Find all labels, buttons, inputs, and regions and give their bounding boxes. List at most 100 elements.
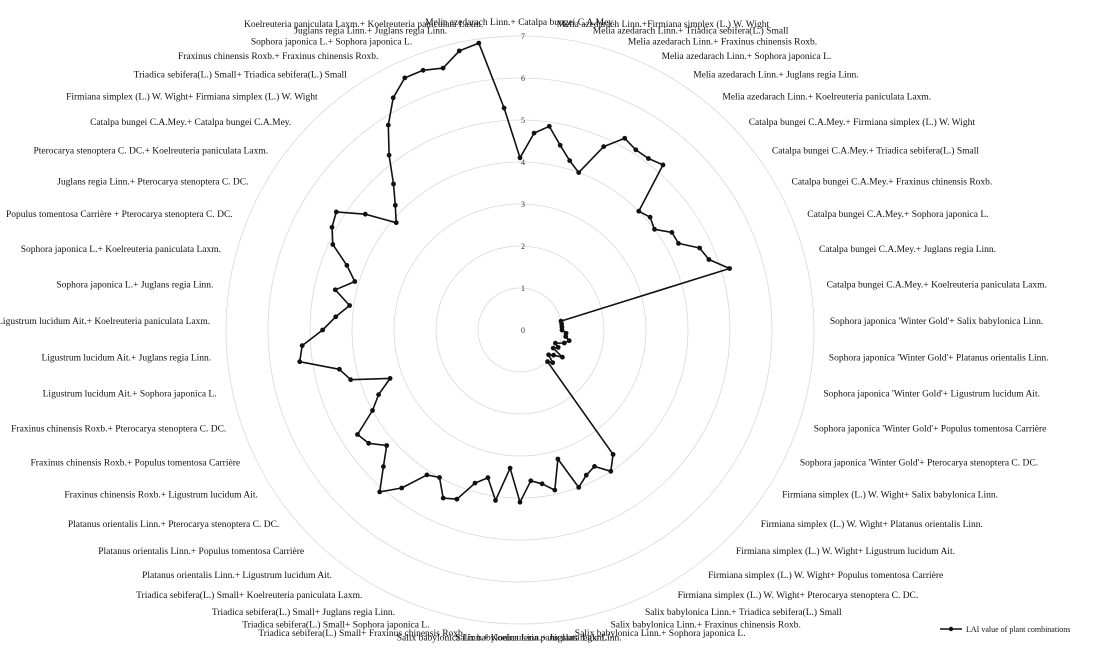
grid-ring-6 bbox=[267, 77, 773, 583]
data-point bbox=[592, 464, 597, 469]
category-label: Sophora japonica 'Winter Gold'+ Populus … bbox=[814, 425, 1047, 435]
data-point bbox=[560, 354, 565, 360]
data-point bbox=[546, 123, 552, 129]
category-label: Catalpa bungei C.A.Mey.+ Triadica sebife… bbox=[772, 145, 979, 156]
data-point bbox=[297, 359, 303, 365]
category-label: Melia azedarach Linn.+ Triadica sebifera… bbox=[593, 26, 789, 37]
data-point bbox=[337, 366, 342, 372]
data-point bbox=[660, 162, 666, 168]
data-point bbox=[355, 432, 360, 437]
category-label: Salix babylonica Linn.+ Juglans regia Li… bbox=[455, 634, 622, 644]
data-point bbox=[559, 327, 565, 333]
data-point bbox=[440, 495, 446, 501]
data-point bbox=[399, 485, 405, 491]
data-point bbox=[727, 266, 732, 271]
data-point bbox=[370, 408, 375, 413]
data-point bbox=[366, 440, 372, 446]
grid-ring-7 bbox=[225, 35, 815, 625]
category-label: Firmiana simplex (L.) W. Wight+ Firmiana… bbox=[66, 92, 318, 103]
category-label: Populus tomentosa Carrière + Pterocarya … bbox=[6, 210, 233, 220]
data-point bbox=[440, 65, 446, 71]
category-label: Catalpa bungei C.A.Mey.+ Sophora japonic… bbox=[807, 210, 988, 220]
category-label: Melia azedarach Linn.+ Catalpa bungei C.… bbox=[425, 18, 615, 28]
category-label: Ligustrum lucidum Ait.+ Koelreuteria pan… bbox=[0, 317, 210, 327]
category-label: Salix babylonica Linn.+ Koelreuteria pan… bbox=[397, 634, 607, 644]
data-point bbox=[333, 209, 339, 215]
tick-label: 1 bbox=[521, 284, 525, 293]
grid-ring-4 bbox=[351, 161, 689, 499]
tick-label: 2 bbox=[521, 242, 525, 251]
data-point bbox=[390, 95, 396, 101]
data-point bbox=[320, 327, 325, 333]
data-point bbox=[501, 105, 507, 111]
data-point bbox=[392, 202, 398, 208]
data-point bbox=[344, 263, 350, 268]
data-point bbox=[601, 144, 607, 150]
data-point bbox=[652, 226, 657, 232]
data-point bbox=[385, 122, 391, 128]
data-point bbox=[706, 257, 712, 262]
data-point bbox=[576, 170, 582, 176]
category-label: Salix babylonica Linn.+ Triadica sebifer… bbox=[645, 607, 842, 618]
data-point bbox=[381, 464, 386, 469]
grid-ring-1 bbox=[477, 287, 563, 373]
data-point bbox=[553, 340, 558, 346]
data-point bbox=[476, 40, 482, 46]
category-label: Triadica sebifera(L.) Small+ Fraxinus ch… bbox=[258, 628, 465, 639]
data-point bbox=[567, 158, 573, 164]
data-point bbox=[555, 345, 561, 350]
data-point bbox=[576, 485, 582, 490]
category-label: Ligustrum lucidum Ait.+ Sophora japonica… bbox=[43, 389, 217, 399]
data-point bbox=[456, 48, 462, 54]
category-label: Platanus orientalis Linn.+ Pterocarya st… bbox=[68, 520, 279, 530]
category-label: Firmiana simplex (L.) W. Wight+ Platanus… bbox=[761, 519, 983, 530]
category-label: Juglans regia Linn.+ Pterocarya stenopte… bbox=[57, 177, 248, 187]
category-label: Melia azedarach Linn.+ Juglans regia Lin… bbox=[693, 71, 858, 81]
tick-label: 7 bbox=[521, 32, 525, 41]
tick-label: 3 bbox=[521, 200, 525, 209]
category-label: Catalpa bungei C.A.Mey.+ Firmiana simple… bbox=[749, 117, 976, 128]
data-point bbox=[531, 130, 537, 136]
category-label: Melia azedarach Linn.+ Koelreuteria pani… bbox=[722, 93, 931, 103]
data-point bbox=[550, 345, 556, 351]
data-point bbox=[555, 456, 561, 462]
category-label: Catalpa bungei C.A.Mey.+ Koelreuteria pa… bbox=[827, 281, 1047, 291]
grid-ring-3 bbox=[393, 203, 647, 457]
data-point bbox=[352, 279, 358, 284]
data-point bbox=[437, 475, 442, 480]
data-point bbox=[393, 220, 399, 226]
data-point bbox=[299, 343, 305, 348]
category-label: Sophora japonica 'Winter Gold'+ Salix ba… bbox=[830, 317, 1043, 327]
category-label: Triadica sebifera(L.) Small+ Sophora jap… bbox=[242, 620, 429, 631]
data-point bbox=[561, 340, 567, 346]
data-point bbox=[507, 465, 513, 471]
tick-label: 0 bbox=[521, 326, 525, 335]
category-label: Fraxinus chinensis Roxb.+ Ligustrum luci… bbox=[64, 490, 258, 500]
category-label: Firmiana simplex (L.) W. Wight+ Salix ba… bbox=[782, 489, 998, 500]
category-label: Sophora japonica 'Winter Gold'+ Pterocar… bbox=[800, 459, 1038, 469]
category-label: Fraxinus chinensis Roxb.+ Populus toment… bbox=[31, 459, 241, 469]
data-point bbox=[420, 67, 426, 73]
data-point bbox=[517, 499, 523, 505]
data-point bbox=[472, 480, 478, 486]
data-point bbox=[517, 155, 523, 161]
data-point bbox=[347, 303, 352, 308]
category-label: Triadica sebifera(L.) Small+ Koelreuteri… bbox=[136, 590, 362, 601]
category-label: Platanus orientalis Linn.+ Ligustrum luc… bbox=[142, 571, 332, 581]
category-label: Firmiana simplex (L.) W. Wight+ Populus … bbox=[708, 570, 943, 581]
category-label: Koelreuteria paniculata Laxm.+ Koelreute… bbox=[244, 20, 483, 30]
data-point bbox=[563, 334, 569, 339]
data-point bbox=[391, 181, 396, 187]
category-label: Salix babylonica Linn.+ Sophora japonica… bbox=[575, 629, 746, 639]
data-point bbox=[669, 230, 675, 235]
data-point bbox=[377, 489, 383, 495]
data-point bbox=[622, 135, 628, 141]
data-point bbox=[610, 452, 616, 457]
series-line bbox=[298, 42, 731, 504]
category-label: Platanus orientalis Linn.+ Populus tomen… bbox=[98, 547, 304, 557]
category-label: Triadica sebifera(L.) Small+ Triadica se… bbox=[134, 70, 348, 81]
data-point bbox=[386, 152, 392, 158]
data-point bbox=[528, 478, 534, 484]
category-label: Triadica sebifera(L.) Small+ Juglans reg… bbox=[212, 607, 395, 618]
